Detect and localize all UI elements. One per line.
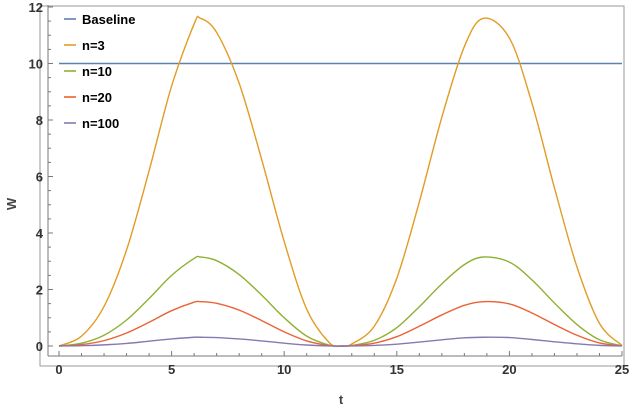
legend-label: n=100 (82, 116, 119, 131)
y-tick-label: 4 (36, 226, 44, 241)
y-tick-label: 12 (29, 0, 43, 15)
x-tick-label: 20 (502, 362, 516, 377)
y-tick-label: 8 (36, 113, 43, 128)
series-line-2 (58, 255, 623, 347)
series-line-1 (58, 15, 623, 348)
x-tick-label: 5 (168, 362, 175, 377)
axes: 0 5 10 15 20 25 0 2 4 6 8 10 12 (29, 0, 630, 377)
y-tick-label: 10 (29, 57, 43, 72)
y-tick-label: 0 (36, 339, 43, 354)
legend-label: n=20 (82, 90, 112, 105)
x-axis-label: t (339, 392, 344, 407)
series-layer (58, 15, 623, 348)
plot-frame (39, 5, 625, 367)
legend-label: n=3 (82, 38, 105, 53)
x-tick-label: 0 (55, 362, 62, 377)
x-tick-label: 25 (615, 362, 629, 377)
legend: Baseline n=3 n=10 n=20 n=100 (64, 12, 135, 131)
series-line-4 (58, 336, 623, 347)
x-tick-label: 15 (390, 362, 404, 377)
y-tick-label: 6 (36, 170, 43, 185)
y-tick-label: 2 (36, 283, 43, 298)
legend-label: n=10 (82, 64, 112, 79)
x-tick-label: 10 (277, 362, 291, 377)
legend-label: Baseline (82, 12, 135, 27)
y-axis-label: W (4, 197, 19, 210)
